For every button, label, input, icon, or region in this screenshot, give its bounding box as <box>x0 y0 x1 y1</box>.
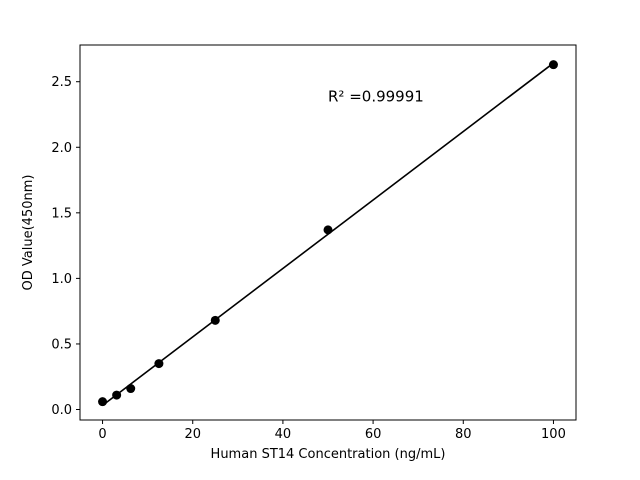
data-point <box>126 384 136 394</box>
x-tick-label: 60 <box>365 427 382 442</box>
y-tick-label: 0.0 <box>51 403 72 418</box>
x-tick-label: 0 <box>98 427 106 442</box>
data-point <box>98 397 108 407</box>
y-tick-label: 0.5 <box>51 337 72 352</box>
x-tick-label: 20 <box>184 427 201 442</box>
data-point <box>154 359 164 369</box>
plot-border <box>79 44 577 421</box>
x-axis-label: Human ST14 Concentration (ng/mL) <box>211 447 446 462</box>
data-point <box>323 225 333 235</box>
data-point <box>548 60 558 70</box>
x-tick-label: 100 <box>541 427 566 442</box>
y-tick-label: 2.5 <box>51 75 72 90</box>
y-tick-label: 1.5 <box>51 206 72 221</box>
data-point <box>112 390 122 400</box>
x-tick-label: 80 <box>455 427 472 442</box>
y-axis-label: OD Value(450nm) <box>21 175 36 291</box>
y-tick-label: 1.0 <box>51 272 72 287</box>
data-point <box>210 315 220 325</box>
x-tick-label: 40 <box>275 427 292 442</box>
y-tick-label: 2.0 <box>51 141 72 156</box>
plot-layer: 0 20 40 60 80 100 0.0 0.5 1.0 1.5 2.0 2.5 R² =0.9999… <box>21 44 577 462</box>
r-squared-annotation: R² =0.99991 <box>328 87 424 105</box>
